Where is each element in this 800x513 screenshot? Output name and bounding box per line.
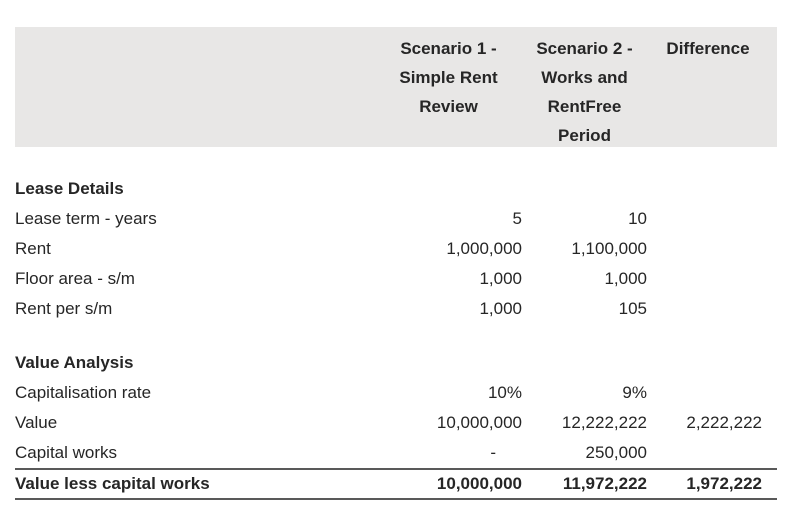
header-scenario-1: Scenario 1 - Simple Rent Review (399, 39, 498, 116)
cell-scenario2-value: 105 (618, 299, 647, 318)
cell-scenario1-total: 10,000,000 (436, 474, 522, 493)
section-gap (15, 324, 777, 348)
cell-scenario1-value: - (490, 443, 496, 462)
table-row-total: Value less capital works 10,000,000 11,9… (15, 468, 777, 500)
total-row-label: Value less capital works (15, 474, 210, 493)
row-label: Lease term - years (15, 209, 157, 228)
cell-scenario2-value: 1,000 (604, 269, 647, 288)
cell-scenario1-value: 10,000,000 (436, 413, 522, 432)
cell-scenario1-value: 1,000 (479, 269, 522, 288)
cell-scenario2-value: 1,100,000 (571, 239, 647, 258)
header-scenario-2: Scenario 2 - Works and RentFree Period (536, 39, 633, 145)
cell-difference-value: 2,222,222 (686, 413, 762, 432)
cell-scenario1-value: 1,000 (479, 299, 522, 318)
cell-scenario2-value: 10 (628, 209, 647, 228)
cell-scenario2-total: 11,972,222 (562, 474, 647, 493)
cell-scenario1-value: 5 (512, 209, 522, 228)
row-label: Rent per s/m (15, 299, 113, 318)
cell-scenario2-value: 12,222,222 (561, 413, 647, 432)
cell-scenario1-value: 1,000,000 (446, 239, 522, 258)
row-label: Capitalisation rate (15, 383, 152, 402)
table-row-capital-works: Capital works - 250,000 (15, 438, 777, 468)
cell-scenario2-value: 250,000 (585, 443, 647, 462)
table-row-floor-area: Floor area - s/m 1,000 1,000 (15, 264, 777, 294)
row-label: Capital works (15, 443, 118, 462)
table-row-value: Value 10,000,000 12,222,222 2,222,222 (15, 408, 777, 438)
cell-scenario1-value: 10% (487, 383, 522, 402)
header-gap (15, 147, 777, 174)
section-title-value-analysis: Value Analysis (15, 353, 134, 372)
table-row-rent: Rent 1,000,000 1,100,000 (15, 234, 777, 264)
header-difference: Difference (666, 39, 750, 58)
table-row-capitalisation-rate: Capitalisation rate 10% 9% (15, 378, 777, 408)
row-label: Value (15, 413, 58, 432)
row-label: Floor area - s/m (15, 269, 135, 288)
table-row-rent-per-sm: Rent per s/m 1,000 105 (15, 294, 777, 324)
table-header-row: Scenario 1 - Simple Rent Review Scenario… (15, 27, 777, 147)
row-label: Rent (15, 239, 51, 258)
section-title-lease-details: Lease Details (15, 179, 124, 198)
lease-comparison-table: Scenario 1 - Simple Rent Review Scenario… (15, 27, 777, 500)
table-row-lease-term: Lease term - years 5 10 (15, 204, 777, 234)
cell-scenario2-value: 9% (622, 383, 647, 402)
cell-difference-total: 1,972,222 (686, 474, 762, 493)
